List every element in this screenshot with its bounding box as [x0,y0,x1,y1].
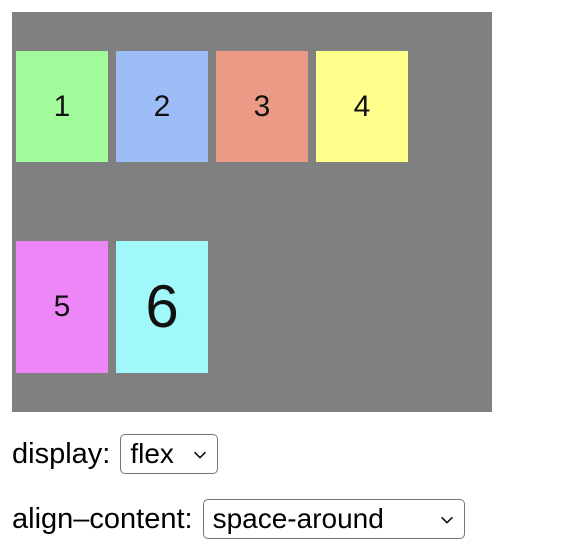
flex-item-6: 6 [116,241,208,373]
flex-item-2: 2 [116,51,208,162]
flex-item-label: 3 [253,89,271,123]
flex-item-1: 1 [16,51,108,162]
flex-item-label: 4 [353,89,371,123]
display-control: display: flex [12,433,219,475]
display-select[interactable]: flex [120,434,219,474]
chevron-down-icon [440,516,453,524]
flex-item-label: 1 [53,89,71,123]
flex-item-label: 6 [145,273,179,340]
align-content-select[interactable]: space-around [202,499,465,539]
flex-item-label: 2 [153,89,171,123]
display-select-value: flex [130,438,174,469]
flex-item-5: 5 [16,241,108,373]
chevron-down-icon [194,451,207,459]
display-label: display: [12,438,111,470]
align-content-control: align–content: space-around [12,498,465,540]
flex-container: 1 2 3 4 5 6 [12,12,492,412]
align-content-select-value: space-around [212,503,384,534]
flex-item-label: 5 [53,290,71,323]
align-content-label: align–content: [12,503,193,535]
flex-item-4: 4 [316,51,408,162]
flex-item-3: 3 [216,51,308,162]
